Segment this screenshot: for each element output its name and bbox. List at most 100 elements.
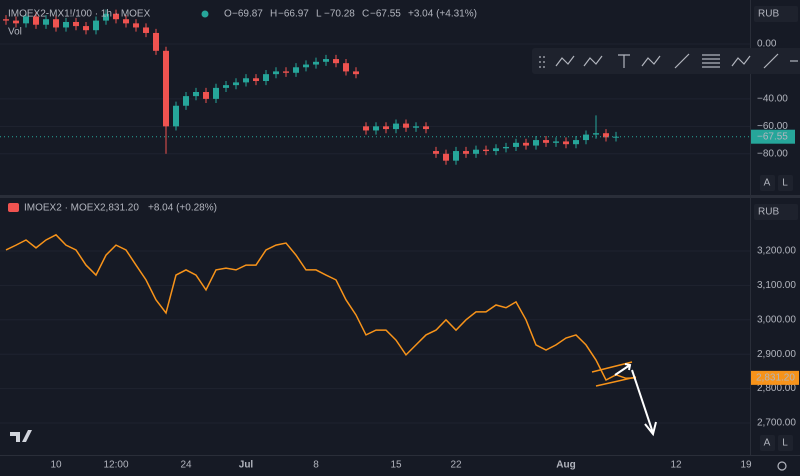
x-tick-label: 12	[670, 460, 682, 471]
candle-body	[23, 16, 29, 24]
ohlc-key: L	[316, 9, 322, 20]
scale-button[interactable]	[778, 175, 793, 191]
tool-pattern[interactable]	[555, 55, 575, 67]
candle-body	[593, 133, 599, 135]
candle-body	[433, 151, 439, 154]
candle-body	[143, 27, 149, 33]
candle-body	[393, 123, 399, 130]
candle-body	[543, 140, 549, 143]
currency-box[interactable]	[754, 6, 798, 22]
candle-body	[253, 78, 259, 82]
candle-body	[223, 85, 229, 88]
scale-button[interactable]	[760, 175, 775, 191]
toolbar-bg	[532, 48, 800, 74]
tool-abcd[interactable]	[641, 55, 661, 67]
x-tick-label: 24	[180, 460, 192, 471]
y-tick-label: 3,100.00	[757, 280, 796, 291]
candle-body	[263, 74, 269, 82]
currency-label: RUB	[758, 207, 779, 218]
last-price-label: 2,831.20	[756, 373, 795, 384]
user-drawings	[591, 361, 657, 437]
arrow-down	[631, 369, 657, 437]
ohlc-key: H	[270, 9, 277, 20]
drawing-toolbar	[532, 48, 800, 74]
candle-body	[423, 126, 429, 130]
tool-fib[interactable]	[702, 54, 720, 68]
last-price-label: −67.55	[757, 131, 788, 142]
tool-ray[interactable]	[763, 53, 779, 69]
candle-body	[123, 19, 129, 24]
candle-body	[203, 92, 209, 99]
change-label: +8.04 (+0.28%)	[148, 203, 217, 214]
x-tick-label: 15	[390, 460, 402, 471]
ohlc-value: −67.55	[370, 9, 401, 20]
candle-body	[213, 87, 219, 99]
scale-button-label[interactable]: A	[764, 438, 771, 449]
tool-text[interactable]	[618, 54, 630, 68]
candle-body	[523, 142, 529, 146]
x-tick-label: 8	[313, 460, 319, 471]
currency-box[interactable]	[754, 204, 798, 220]
toolbar-grip	[539, 56, 545, 68]
x-tick-label: 10	[50, 460, 62, 471]
scale-button-label[interactable]: A	[764, 178, 771, 189]
candle-body	[133, 23, 139, 28]
candle-body	[463, 151, 469, 154]
candle-body	[73, 21, 79, 27]
scale-button[interactable]	[760, 435, 775, 451]
candle-body	[13, 20, 19, 24]
candle-body	[473, 149, 479, 154]
candle-body	[443, 153, 449, 161]
candle-body	[353, 71, 359, 75]
candle-body	[173, 105, 179, 127]
candle-body	[323, 59, 329, 62]
series-icon	[8, 203, 19, 212]
y-tick-label: 2,900.00	[757, 349, 796, 360]
candle-body	[53, 19, 59, 28]
change-label: +3.04 (+4.31%)	[408, 9, 477, 20]
candle-body	[513, 142, 519, 147]
candle-body	[563, 141, 569, 145]
ohlc-key: C	[362, 9, 369, 20]
candle-body	[243, 78, 249, 83]
x-tick-label: 22	[450, 460, 462, 471]
y-tick-label: 0.00	[757, 39, 777, 50]
settings-icon[interactable]	[777, 461, 787, 471]
candle-body	[453, 151, 459, 161]
arrow-small	[614, 363, 632, 376]
ohlc-value: −69.87	[232, 9, 263, 20]
y-tick-label: −40.00	[757, 94, 788, 105]
status-dot	[201, 10, 209, 18]
candle-body	[163, 50, 169, 127]
candle-body	[103, 13, 109, 21]
scale-button[interactable]	[778, 435, 793, 451]
candle-body	[303, 64, 309, 68]
candle-body	[413, 126, 419, 128]
tool-wave[interactable]	[731, 55, 751, 67]
candle-body	[283, 71, 289, 73]
tool-trendline[interactable]	[674, 53, 690, 69]
candle-body	[603, 133, 609, 138]
scale-button-label[interactable]: L	[782, 178, 788, 189]
candle-body	[403, 123, 409, 128]
candle-body	[383, 126, 389, 130]
candle-body	[183, 96, 189, 106]
candle-body	[503, 146, 509, 149]
candle-body	[333, 59, 339, 64]
series-title: IMOEX2 · MOEX	[24, 203, 100, 214]
candle-body	[3, 19, 9, 21]
last-price-box	[751, 370, 799, 385]
candle-body	[233, 82, 239, 86]
x-tick-label: Aug	[556, 460, 575, 471]
currency-label: RUB	[758, 9, 779, 20]
y-tick-label: 2,800.00	[757, 383, 796, 394]
logo	[10, 430, 32, 442]
candle-body	[373, 126, 379, 131]
ohlc-value: −66.97	[278, 9, 309, 20]
scale-button-label[interactable]: L	[782, 438, 788, 449]
y-tick-label: 3,200.00	[757, 246, 796, 257]
y-tick-label: 3,000.00	[757, 314, 796, 325]
tool-elliott[interactable]	[583, 55, 603, 67]
